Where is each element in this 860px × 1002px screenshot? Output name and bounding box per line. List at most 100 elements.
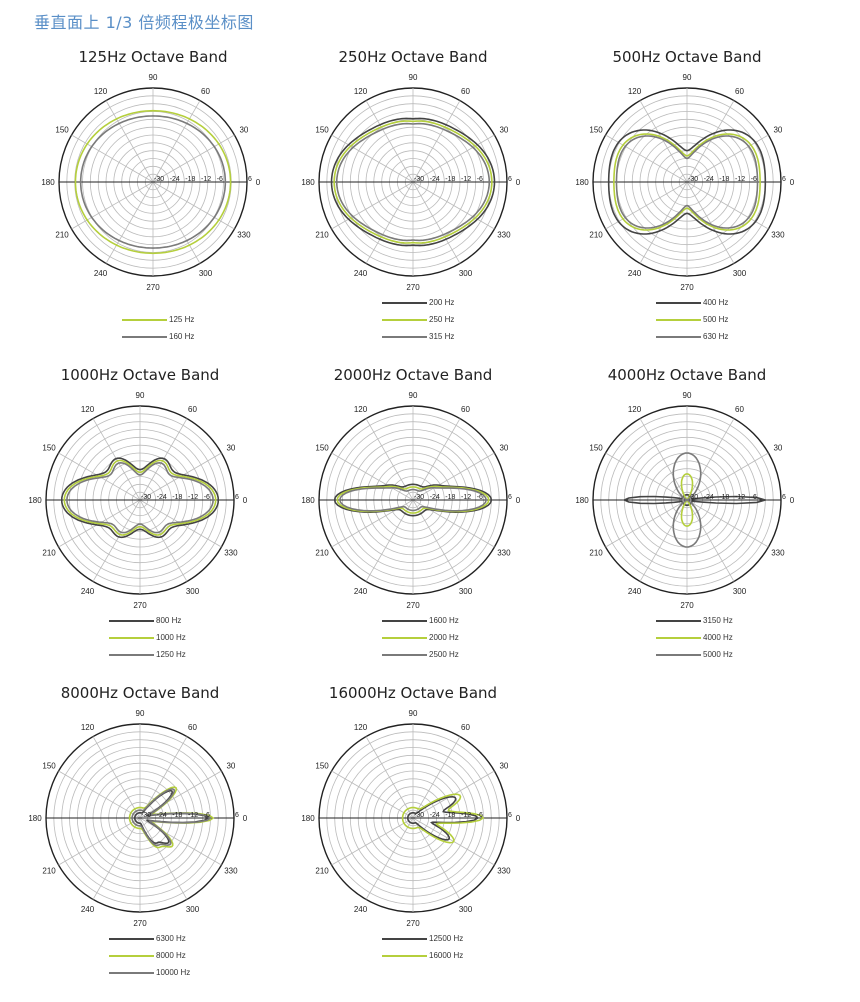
polar-plot: -30 -24 -18 -12 -6 6 0 30 60 90 120 150 180 210 240 270… [301, 709, 521, 928]
series-line [131, 788, 212, 847]
angle-tick-label: 270 [406, 601, 420, 610]
legend-swatch [656, 319, 701, 321]
grid-spoke [331, 134, 414, 183]
angle-tick-label: 0 [516, 814, 521, 823]
angle-tick-label: 210 [589, 231, 603, 240]
angle-tick-label: 330 [771, 549, 785, 558]
polar-panel-8000hz: 8000Hz Octave Band -30 -24 -18 -12 -6 6 0 30 60 9… [4, 684, 276, 1002]
series-line [338, 487, 488, 512]
polar-plot: -30 -24 -18 -12 -6 6 0 30 60 90 120 150 180 210 240 270… [28, 709, 247, 928]
legend-label: 3150 Hz [703, 616, 733, 625]
grid-spoke [331, 770, 414, 819]
grid-spoke [639, 181, 688, 264]
legend-item: 1250 Hz [4, 648, 276, 662]
grid-spoke [139, 770, 222, 819]
series-line [330, 117, 496, 247]
polar-plot: -30 -24 -18 -12 -6 6 0 30 60 90 120 150 180 210 240 270… [28, 391, 247, 610]
angle-tick-label: 90 [149, 73, 158, 82]
legend-swatch [382, 637, 427, 639]
angle-tick-label: 60 [735, 87, 744, 96]
angle-tick-label: 120 [354, 87, 368, 96]
angle-tick-label: 60 [188, 723, 197, 732]
legend-swatch [122, 319, 167, 321]
grid-spoke [639, 418, 688, 501]
grid-spoke [139, 499, 188, 582]
angle-tick-label: 270 [146, 283, 160, 292]
grid-spoke [152, 100, 201, 183]
angle-tick-label: 90 [409, 709, 418, 718]
grid-spoke [92, 736, 141, 819]
angle-tick-label: 30 [773, 444, 782, 453]
angle-tick-label: 150 [42, 762, 56, 771]
angle-tick-label: 60 [735, 405, 744, 414]
series-line [134, 789, 210, 845]
angle-tick-label: 300 [459, 587, 473, 596]
grid-spoke [152, 181, 201, 264]
legend-label: 1250 Hz [156, 650, 186, 659]
grid-spoke [71, 181, 154, 230]
angle-tick-label: 180 [41, 178, 55, 187]
grid-spoke [365, 817, 414, 900]
grid-spoke [412, 452, 495, 501]
grid-spoke [412, 181, 461, 264]
grid-spoke [412, 134, 495, 183]
radial-tick-label: -12 [735, 494, 745, 501]
grid-spoke [105, 181, 154, 264]
angle-tick-label: 90 [136, 709, 145, 718]
angle-tick-label: 0 [256, 178, 261, 187]
legend-swatch [656, 336, 701, 338]
angle-tick-label: 210 [315, 231, 329, 240]
legend-label: 8000 Hz [156, 951, 186, 960]
angle-tick-label: 90 [683, 391, 692, 400]
legend-label: 16000 Hz [429, 951, 464, 960]
angle-tick-label: 60 [201, 87, 210, 96]
grid-spoke [412, 736, 461, 819]
radial-tick-label: -24 [430, 494, 440, 501]
angle-tick-label: 180 [575, 178, 589, 187]
legend-label: 200 Hz [429, 298, 455, 307]
angle-tick-label: 270 [133, 919, 147, 928]
radial-tick-label: -6 [217, 176, 223, 183]
angle-tick-label: 210 [315, 867, 329, 876]
radial-tick-label: -6 [751, 176, 757, 183]
polar-plot: -30 -24 -18 -12 -6 6 0 30 60 90 120 150 180 210 240 270… [41, 73, 261, 292]
angle-tick-label: 210 [315, 549, 329, 558]
legend-item: 200 Hz [277, 296, 549, 310]
series-line [60, 457, 220, 539]
legend-label: 160 Hz [169, 332, 195, 341]
legend-label: 2000 Hz [429, 633, 459, 642]
legend-label: 125 Hz [169, 315, 195, 324]
legend-label: 400 Hz [703, 298, 729, 307]
grid-spoke [365, 181, 414, 264]
radial-tick-label: -24 [430, 176, 440, 183]
angle-tick-label: 90 [409, 391, 418, 400]
grid-spoke [412, 817, 461, 900]
angle-tick-label: 210 [55, 231, 69, 240]
radial-tick-label: -12 [461, 494, 471, 501]
series-line [672, 452, 702, 548]
grid-spoke [105, 100, 154, 183]
series-line [336, 122, 490, 242]
radial-tick-label: 6 [235, 494, 239, 501]
series-line [66, 461, 214, 534]
panel-title: 500Hz Octave Band [612, 48, 762, 66]
grid-spoke [152, 134, 235, 183]
grid-spoke [365, 100, 414, 183]
angle-tick-label: 60 [461, 87, 470, 96]
legend-label: 250 Hz [429, 315, 455, 324]
grid-spoke [331, 452, 414, 501]
angle-tick-label: 0 [516, 496, 521, 505]
grid-spoke [412, 100, 461, 183]
radial-tick-label: -24 [157, 494, 167, 501]
angle-tick-label: 180 [28, 496, 42, 505]
page-title: 垂直面上 1/3 倍频程极坐标图 [34, 13, 254, 32]
legend-item: 1600 Hz [277, 614, 549, 628]
grid-spoke [686, 181, 735, 264]
series-line [607, 129, 767, 235]
radial-tick-label: -30 [688, 176, 698, 183]
angle-tick-label: 270 [680, 283, 694, 292]
legend-label: 6300 Hz [156, 934, 186, 943]
legend-swatch [109, 938, 154, 940]
angle-tick-label: 60 [461, 405, 470, 414]
grid-spoke [92, 499, 141, 582]
